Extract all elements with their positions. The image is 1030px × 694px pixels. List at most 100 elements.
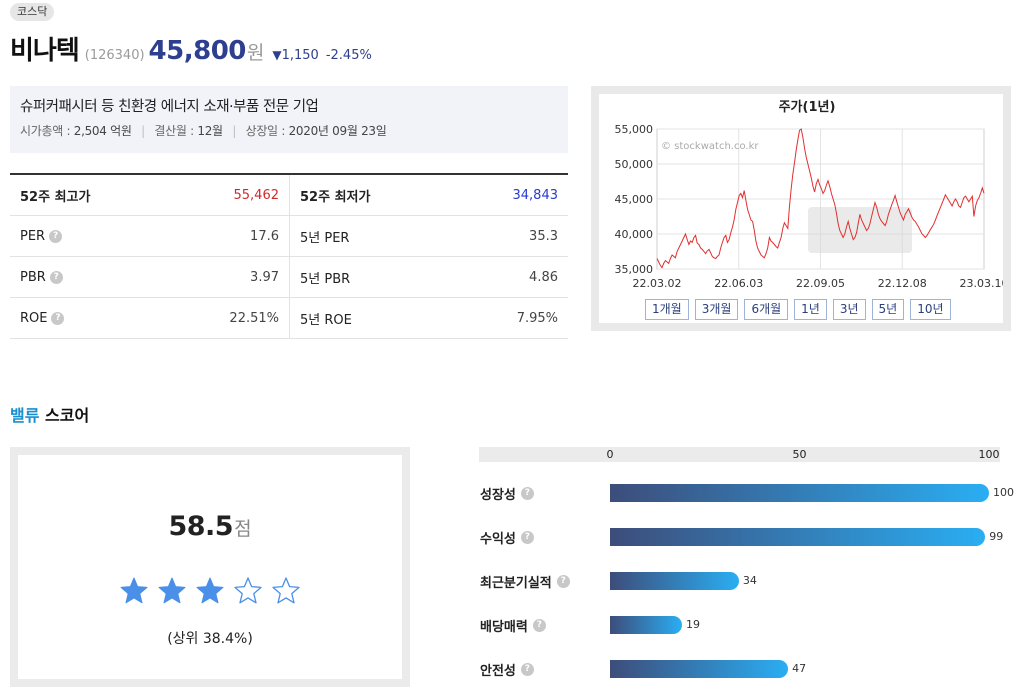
x-tick-label: 22.03.02	[633, 277, 682, 290]
metric-cell: 52주 최저가 34,843	[289, 175, 568, 215]
factor-bar-chart: 0 50 100 성장성? 100 수익성? 99 최근분기실적? 34 배당매력? 19 안전성?…	[479, 447, 1014, 690]
metric-label: ROE?	[20, 311, 65, 326]
factor-value: 19	[686, 618, 700, 631]
score-number: 58.5	[168, 511, 234, 542]
question-icon[interactable]: ?	[520, 662, 534, 676]
price-change-value: 1,150	[281, 48, 319, 63]
x-tick-label: 22.09.05	[796, 277, 845, 290]
factor-row: 최근분기실적? 34	[479, 571, 1001, 591]
value-score-panel: 58.5점 (상위 38.4%)	[10, 447, 410, 687]
bar-axis-tick: 0	[606, 448, 614, 461]
metric-value: 35.3	[529, 228, 558, 244]
meta-divider: |	[141, 124, 145, 138]
period-10y-button[interactable]: 10년	[910, 299, 951, 320]
metric-cell: PBR? 3.97	[10, 257, 289, 297]
star-filled-icon	[196, 577, 224, 604]
factor-label: 수익성?	[480, 527, 534, 547]
section-title-accent: 밸류	[10, 406, 40, 425]
period-3m-button[interactable]: 3개월	[694, 299, 739, 320]
metric-cell: ROE? 22.51%	[10, 298, 289, 338]
factor-label: 최근분기실적?	[480, 571, 570, 591]
metric-label: 5년 PER	[300, 230, 350, 246]
price-chart: 주가(1년) © stockwatch.co.kr 35,000 40,000 45…	[599, 94, 1003, 323]
bar-axis-tick: 100	[978, 448, 1000, 461]
value-score: 58.5점	[18, 511, 402, 542]
period-6m-button[interactable]: 6개월	[744, 299, 789, 320]
factor-value: 99	[989, 530, 1004, 543]
metric-label: 52주 최고가	[20, 189, 91, 205]
value-score-card: 58.5점 (상위 38.4%)	[18, 455, 402, 679]
market-cap-label: 시가총액 :	[20, 124, 74, 138]
chart-watermark: © stockwatch.co.kr	[661, 141, 759, 152]
company-description: 슈퍼커패시터 등 친환경 에너지 소재·부품 전문 기업	[20, 99, 319, 115]
factor-row: 안전성? 47	[479, 659, 1001, 679]
section-title-rest: 스코어	[39, 406, 90, 425]
metric-label: 52주 최저가	[300, 189, 371, 205]
factor-label-text: 수익성	[480, 531, 516, 547]
metric-cell: PER? 17.6	[10, 216, 289, 256]
factor-row: 수익성? 99	[479, 527, 1004, 547]
x-tick-label: 22.12.08	[878, 277, 927, 290]
chart-title: 주가(1년)	[779, 100, 836, 115]
question-icon[interactable]: ?	[51, 311, 65, 325]
price-unit: 원	[246, 42, 265, 64]
listing-date-value: 2020년 09월 23일	[288, 124, 387, 138]
factor-bar	[610, 572, 739, 590]
section-title: 밸류 스코어	[10, 402, 89, 426]
metrics-row: PER? 17.6 5년 PER 35.3	[10, 216, 568, 257]
question-icon[interactable]: ?	[532, 618, 546, 632]
price-chart-panel: 주가(1년) © stockwatch.co.kr 35,000 40,000 45…	[591, 86, 1011, 331]
factor-bar	[610, 528, 986, 546]
bar-axis: 0 50 100	[479, 447, 1000, 462]
metric-cell: 5년 PER 35.3	[289, 216, 568, 256]
metric-value: 7.95%	[516, 310, 558, 326]
metric-value: 17.6	[250, 228, 279, 244]
y-tick-label: 55,000	[615, 123, 654, 136]
factor-label-text: 최근분기실적	[480, 575, 552, 591]
factor-label-text: 안전성	[480, 663, 516, 679]
metric-cell: 5년 ROE 7.95%	[289, 298, 568, 338]
stock-code: (126340)	[84, 48, 145, 63]
factor-row: 배당매력? 19	[479, 615, 1001, 635]
factor-label: 배당매력?	[480, 615, 546, 635]
rank-percentile: (상위 38.4%)	[167, 631, 253, 647]
metric-label: PBR?	[20, 270, 63, 285]
metric-label-text: PER	[20, 228, 46, 244]
star-rating	[18, 576, 402, 610]
question-icon[interactable]: ?	[520, 486, 534, 500]
price-change-percent: -2.45%	[325, 48, 372, 63]
question-icon[interactable]: ?	[520, 530, 534, 544]
factor-value: 34	[742, 574, 757, 587]
y-tick-label: 40,000	[615, 228, 654, 241]
factor-label: 안전성?	[480, 659, 534, 679]
meta-divider: |	[232, 124, 237, 138]
chart-navigator-handle[interactable]	[808, 207, 912, 253]
metric-value: 34,843	[512, 187, 559, 203]
period-1y-button[interactable]: 1년	[794, 299, 827, 320]
metric-label: PER?	[20, 228, 63, 244]
y-tick-label: 35,000	[615, 263, 654, 276]
fiscal-month-value: 12월	[197, 124, 223, 138]
metric-value: 22.51%	[229, 310, 279, 326]
star-empty-icon	[234, 577, 262, 604]
factor-label-text: 성장성	[480, 487, 516, 503]
question-icon[interactable]: ?	[49, 229, 63, 243]
metric-label-text: PBR	[20, 269, 46, 285]
period-5y-button[interactable]: 5년	[871, 299, 905, 320]
metric-label: 5년 ROE	[300, 312, 352, 328]
star-filled-icon	[120, 577, 148, 604]
down-triangle-icon: ▼	[272, 48, 282, 62]
factor-value: 47	[792, 662, 807, 675]
fiscal-month-label: 결산월 :	[154, 124, 198, 138]
current-price: 45,800	[148, 36, 247, 66]
factor-row: 성장성? 100	[479, 483, 1014, 503]
period-1m-button[interactable]: 1개월	[645, 299, 689, 320]
factor-label: 성장성?	[480, 483, 534, 503]
metrics-row: PBR? 3.97 5년 PBR 4.86	[10, 257, 568, 298]
metric-value: 55,462	[233, 187, 280, 203]
question-icon[interactable]: ?	[556, 574, 570, 588]
question-icon[interactable]: ?	[49, 270, 63, 284]
period-3y-button[interactable]: 3년	[832, 299, 866, 320]
factor-bar	[610, 616, 682, 634]
score-unit: 점	[234, 518, 252, 540]
